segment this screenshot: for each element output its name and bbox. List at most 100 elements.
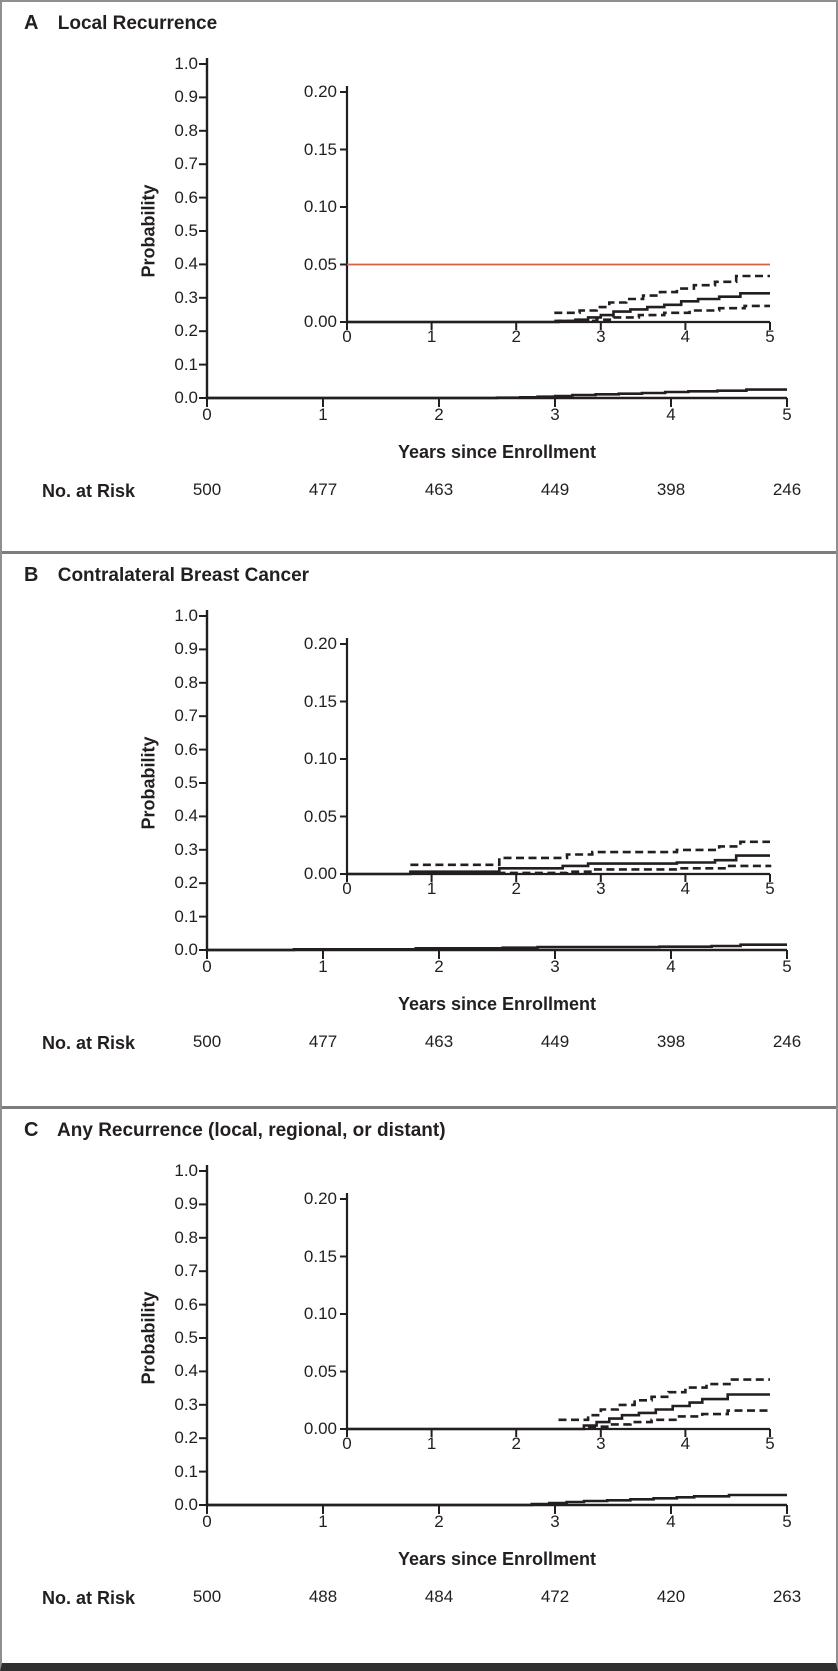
main-x-tick-label: 3 bbox=[550, 957, 560, 976]
cumulative-incidence-estimate-curve-inset bbox=[347, 1393, 770, 1431]
estimate-curve-main bbox=[207, 943, 787, 952]
inset-x-tick-label: 1 bbox=[426, 879, 437, 898]
inset-y-tick-label: 0.10 bbox=[303, 197, 337, 216]
panel-letter: B bbox=[24, 564, 39, 586]
main-y-tick-label: 0.2 bbox=[174, 873, 198, 893]
inset-x-tick-label: 3 bbox=[596, 879, 606, 898]
inset-y-tick-label: 0.00 bbox=[303, 864, 337, 883]
cumulative-incidence-estimate-curve-inset bbox=[347, 292, 770, 324]
risk-count: 449 bbox=[540, 480, 570, 499]
estimate-curve-main bbox=[207, 1493, 787, 1507]
main-y-tick-label: 0.1 bbox=[174, 1461, 198, 1481]
risk-count: 449 bbox=[540, 1032, 570, 1051]
panel-title-text: Any Recurrence (local, regional, or dist… bbox=[57, 1120, 446, 1141]
x-axis-label: Years since Enrollment bbox=[397, 442, 597, 462]
main-y-tick-label: 0.7 bbox=[174, 154, 198, 174]
main-x-tick-label: 2 bbox=[434, 957, 444, 976]
risk-count: 500 bbox=[192, 480, 222, 499]
main-y-tick-label: 0.9 bbox=[174, 87, 198, 107]
panel-title: C Any Recurrence (local, regional, or di… bbox=[24, 1119, 446, 1142]
inset-x-tick-label: 0 bbox=[342, 879, 352, 898]
inset-x-tick-label: 1 bbox=[426, 1434, 437, 1453]
inset-y-tick-label: 0.05 bbox=[303, 254, 337, 274]
inset-y-tick-label: 0.10 bbox=[303, 749, 337, 768]
main-y-tick-label: 0.0 bbox=[174, 388, 198, 407]
main-x-tick-label: 1 bbox=[318, 1512, 328, 1531]
main-x-tick-label: 1 bbox=[318, 405, 328, 424]
main-x-tick-label: 4 bbox=[666, 957, 676, 976]
inset-y-tick-label: 0.15 bbox=[303, 139, 337, 159]
risk-count: 246 bbox=[772, 480, 802, 499]
lower-95-ci-curve-inset bbox=[588, 1409, 772, 1428]
risk-count: 463 bbox=[424, 480, 454, 499]
main-y-tick-label: 0.6 bbox=[174, 1294, 198, 1314]
panel-title: A Local Recurrence bbox=[24, 12, 217, 35]
inset-x-tick-label: 2 bbox=[511, 327, 521, 346]
inset-y-tick-label: 0.20 bbox=[303, 82, 337, 101]
risk-count: 484 bbox=[424, 1587, 454, 1606]
main-y-tick-label: 1.0 bbox=[174, 1161, 198, 1180]
risk-count: 398 bbox=[656, 1032, 686, 1051]
inset-y-tick-label: 0.10 bbox=[303, 1304, 337, 1323]
inset-x-tick-label: 5 bbox=[765, 327, 775, 346]
panel-letter: C bbox=[24, 1119, 39, 1141]
main-x-tick-label: 0 bbox=[202, 405, 212, 424]
main-y-tick-label: 0.7 bbox=[174, 706, 198, 726]
main-y-tick-label: 0.3 bbox=[174, 1394, 198, 1414]
risk-count: 398 bbox=[656, 480, 686, 499]
main-x-tick-label: 1 bbox=[318, 957, 328, 976]
main-x-tick-label: 0 bbox=[202, 957, 212, 976]
panel-a-local-recurrence: A Local Recurrence Probability Years sin… bbox=[2, 2, 836, 551]
main-y-tick-label: 0.0 bbox=[174, 940, 198, 959]
inset-x-tick-label: 4 bbox=[680, 327, 691, 346]
main-y-tick-label: 0.6 bbox=[174, 187, 198, 207]
y-axis-label: Probability bbox=[138, 736, 159, 830]
x-axis-label: Years since Enrollment bbox=[397, 1549, 597, 1569]
main-y-tick-label: 0.4 bbox=[174, 254, 198, 274]
main-y-tick-label: 0.8 bbox=[174, 672, 198, 692]
x-axis-label: Years since Enrollment bbox=[397, 994, 597, 1014]
inset-x-tick-label: 2 bbox=[511, 1434, 521, 1453]
y-axis-label: Probability bbox=[138, 1291, 159, 1385]
lower-95-ci-curve-inset bbox=[554, 304, 770, 323]
risk-count: 477 bbox=[308, 480, 338, 499]
main-y-tick-label: 0.3 bbox=[174, 839, 198, 859]
upper-95-ci-curve-inset bbox=[554, 274, 770, 315]
main-y-tick-label: 0.2 bbox=[174, 321, 198, 341]
risk-count: 500 bbox=[192, 1032, 222, 1051]
inset-x-tick-label: 0 bbox=[342, 327, 352, 346]
lower-95-ci-curve-inset bbox=[410, 864, 772, 875]
risk-count: 463 bbox=[424, 1032, 454, 1051]
inset-y-tick-label: 0.05 bbox=[303, 1361, 337, 1381]
risk-count: 477 bbox=[308, 1032, 338, 1051]
main-y-tick-label: 0.5 bbox=[174, 1328, 198, 1347]
inset-x-tick-label: 4 bbox=[680, 1434, 691, 1453]
risk-count: 263 bbox=[772, 1587, 802, 1606]
main-y-tick-label: 0.5 bbox=[174, 773, 198, 792]
main-y-tick-label: 0.8 bbox=[174, 1227, 198, 1247]
cumulative-incidence-estimate-curve-inset bbox=[347, 854, 770, 876]
risk-table-label: No. at Risk bbox=[42, 1588, 136, 1608]
risk-count: 500 bbox=[192, 1587, 222, 1606]
risk-count: 488 bbox=[308, 1587, 338, 1606]
risk-count: 246 bbox=[772, 1032, 802, 1051]
main-y-tick-label: 1.0 bbox=[174, 606, 198, 625]
main-y-tick-label: 0.1 bbox=[174, 906, 198, 926]
main-y-tick-label: 0.9 bbox=[174, 1194, 198, 1214]
inset-y-tick-label: 0.15 bbox=[303, 1246, 337, 1266]
main-y-tick-label: 0.5 bbox=[174, 221, 198, 240]
main-y-tick-label: 1.0 bbox=[174, 54, 198, 73]
inset-y-tick-label: 0.00 bbox=[303, 312, 337, 331]
main-x-tick-label: 4 bbox=[666, 405, 676, 424]
main-x-tick-label: 5 bbox=[782, 1512, 792, 1531]
inset-y-tick-label: 0.00 bbox=[303, 1419, 337, 1438]
risk-count: 472 bbox=[540, 1587, 570, 1606]
panel-letter: A bbox=[24, 12, 39, 34]
inset-y-tick-label: 0.05 bbox=[303, 806, 337, 826]
risk-table-label: No. at Risk bbox=[42, 481, 136, 501]
inset-x-tick-label: 3 bbox=[596, 1434, 606, 1453]
main-x-tick-label: 5 bbox=[782, 405, 792, 424]
main-y-tick-label: 0.4 bbox=[174, 806, 198, 826]
main-x-tick-label: 4 bbox=[666, 1512, 676, 1531]
main-x-tick-label: 3 bbox=[550, 1512, 560, 1531]
